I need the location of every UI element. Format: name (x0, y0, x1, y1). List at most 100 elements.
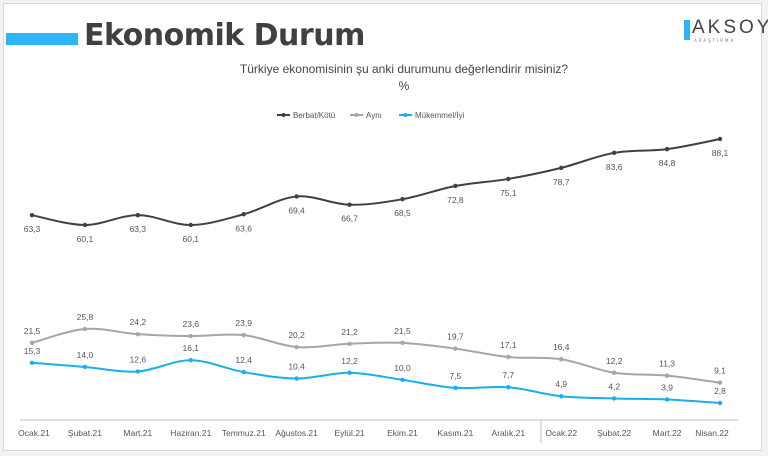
data-point (506, 176, 511, 182)
data-point (29, 360, 35, 365)
data-point (188, 333, 193, 339)
data-label: 23,9 (235, 318, 252, 328)
data-point (664, 373, 670, 378)
data-point (294, 194, 299, 199)
data-point (188, 222, 193, 228)
series-line (31, 327, 721, 384)
chart-title: Türkiye ekonomisinin şu anki durumunu de… (240, 62, 568, 76)
data-label: 2,8 (714, 386, 726, 396)
logo-name: AKSOY (692, 17, 768, 38)
brand-logo: AKSOY ARAŞTIRMA (684, 18, 768, 44)
data-label: 14,0 (77, 350, 94, 360)
data-label: 20,2 (288, 330, 305, 340)
series-layer: 63,3 60,1 63,3 60,1 63,6 69,4 66,7 68,5 72,8 75,1… (24, 136, 729, 406)
data-point (294, 376, 299, 381)
data-point (611, 396, 617, 401)
series-line (31, 138, 721, 227)
data-point (559, 357, 564, 362)
data-point (347, 202, 352, 207)
data-label: 12,4 (235, 355, 252, 365)
data-label: 63,6 (235, 223, 252, 233)
data-label: 68,5 (394, 208, 411, 218)
data-label: 88,1 (712, 148, 729, 158)
legend-marker (403, 113, 408, 117)
title-accent-bar (6, 33, 78, 45)
data-point (611, 150, 617, 156)
data-label: 12,6 (130, 354, 147, 364)
logo-subtitle: ARAŞTIRMA (694, 38, 736, 43)
data-label: 19,7 (447, 332, 464, 342)
data-point (453, 385, 458, 391)
data-label: 10,4 (288, 362, 305, 372)
chart-legend: Berbat/Kötü Aynı Mükemmel/İyi (277, 111, 465, 120)
legend-label: Aynı (366, 111, 382, 120)
series-line (31, 359, 721, 404)
x-tick-label: Nisan.22 (695, 428, 729, 438)
page-title: Ekonomik Durum (84, 18, 365, 53)
data-point (506, 354, 511, 360)
data-label: 12,2 (341, 356, 358, 366)
data-label: 21,5 (24, 326, 41, 336)
data-point (29, 340, 35, 346)
x-tick-label: Haziran.21 (170, 428, 211, 438)
series-aynı: 21,5 25,8 24,2 23,6 23,9 20,2 21,2 21,5 19,7 17,1… (24, 312, 726, 385)
data-label: 4,9 (555, 379, 567, 389)
data-label: 21,5 (394, 326, 411, 336)
data-point (664, 397, 670, 402)
data-point (559, 394, 564, 399)
data-point (400, 197, 405, 202)
x-axis: Ocak.21 Şubat.21 Mart.21 Haziran.21 Temmuz.2… (18, 419, 738, 443)
data-point (135, 212, 141, 218)
legend-item: Aynı (350, 111, 382, 120)
data-point (241, 369, 246, 375)
data-point (717, 136, 723, 142)
data-label: 60,1 (77, 234, 94, 244)
legend-marker (281, 113, 286, 117)
data-point (82, 326, 88, 332)
chart-subtitle: % (399, 79, 410, 93)
x-tick-label: Şubat.21 (68, 428, 102, 438)
data-label: 78,7 (553, 177, 570, 187)
legend-marker (354, 113, 359, 117)
data-label: 17,1 (500, 340, 517, 350)
data-label: 3,9 (661, 382, 673, 392)
data-label: 66,7 (341, 214, 358, 224)
x-tick-label: Şubat.22 (597, 428, 631, 438)
data-point (559, 165, 564, 171)
data-label: 23,6 (182, 319, 199, 329)
legend-item: Berbat/Kötü (277, 111, 335, 120)
x-tick-label: Temmuz.21 (222, 428, 266, 438)
data-label: 84,8 (659, 158, 676, 168)
data-point (717, 380, 723, 385)
series-berbat-kötü: 63,3 60,1 63,3 60,1 63,6 69,4 66,7 68,5 72,8 75,1… (24, 136, 729, 244)
data-label: 16,1 (182, 343, 199, 353)
data-label: 11,3 (659, 359, 675, 369)
series-mükemmel-i-yi: 15,3 14,0 12,6 16,1 12,4 10,4 12,2 10,0 7,5 7,7 4,… (24, 343, 726, 406)
x-tick-label: Mart.21 (123, 428, 152, 438)
data-label: 75,1 (500, 188, 517, 198)
x-tick-label: Ekim.21 (387, 428, 418, 438)
data-point (611, 370, 617, 375)
x-tick-label: Eylül.21 (334, 428, 365, 438)
data-point (294, 344, 299, 350)
data-point (135, 369, 141, 374)
x-tick-label: Mart.22 (653, 428, 682, 438)
data-label: 7,7 (502, 370, 514, 380)
data-point (717, 400, 723, 406)
data-label: 60,1 (182, 234, 199, 244)
x-tick-label: Ağustos.21 (275, 428, 318, 438)
data-label: 12,2 (606, 356, 623, 366)
data-point (241, 212, 246, 217)
data-label: 63,3 (24, 224, 41, 234)
data-label: 24,2 (130, 317, 147, 327)
data-point (188, 358, 193, 363)
data-point (29, 212, 35, 218)
logo-mark-icon (684, 20, 690, 40)
data-point (453, 183, 458, 189)
x-tick-label: Ocak.21 (18, 428, 50, 438)
data-label: 21,2 (341, 327, 358, 337)
data-point (241, 332, 246, 338)
data-label: 9,1 (714, 366, 726, 376)
